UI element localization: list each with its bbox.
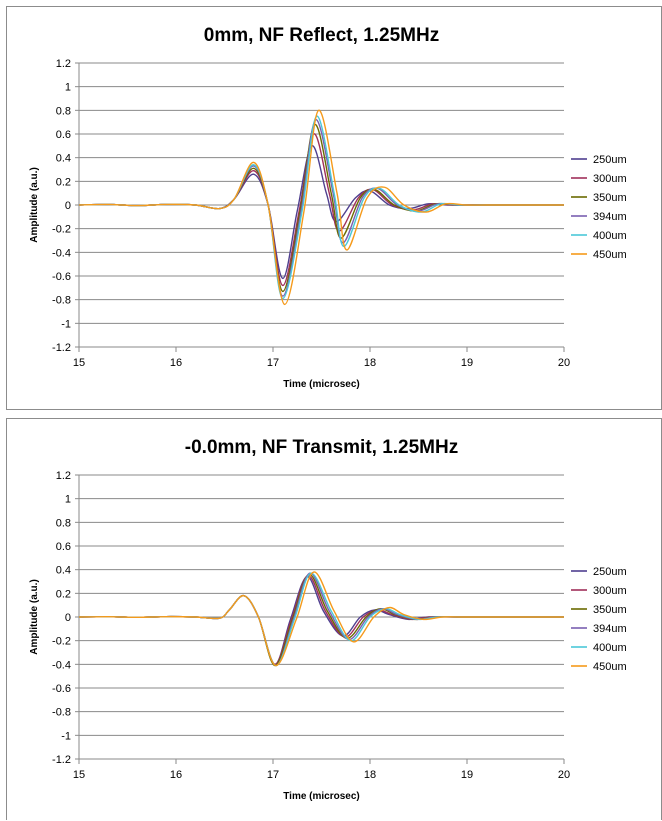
y-tick-label: -1.2 — [52, 754, 71, 766]
y-tick-label: 1.2 — [56, 470, 71, 482]
legend-label-250um: 250um — [593, 154, 627, 166]
x-tick-label: 19 — [461, 769, 473, 781]
series-line-394um — [78, 119, 564, 297]
chart-title: -0.0mm, NF Transmit, 1.25MHz — [185, 437, 458, 458]
legend-label-350um: 350um — [593, 604, 627, 616]
y-tick-label: -0.2 — [52, 636, 71, 648]
y-tick-label: -1 — [61, 730, 71, 742]
series-line-250um — [78, 145, 564, 280]
legend-label-250um: 250um — [593, 566, 627, 578]
y-tick-label: -0.4 — [52, 659, 71, 671]
chart-reflect: 0mm, NF Reflect, 1.25MHz 1.2 1 0.8 0.6 0.4 0.2… — [29, 25, 627, 390]
y-tick-label: 0.2 — [56, 588, 71, 600]
chart-title: 0mm, NF Reflect, 1.25MHz — [204, 25, 439, 46]
y-axis-title: Amplitude (a.u.) — [29, 167, 40, 243]
y-tick-label: -0.6 — [52, 683, 71, 695]
x-tick-label: 19 — [461, 357, 473, 369]
y-tick-label: 0 — [65, 612, 71, 624]
y-tick-label: 1.2 — [56, 58, 71, 70]
legend-label-400um: 400um — [593, 642, 627, 654]
x-tick-label: 16 — [170, 357, 182, 369]
y-tick-label: 0.8 — [56, 105, 71, 117]
chart-panel-reflect: 0mm, NF Reflect, 1.25MHz 1.2 1 0.8 0.6 0.4 0.2… — [6, 6, 662, 410]
y-tick-label: -0.8 — [52, 295, 71, 307]
y-tick-label: 0.4 — [56, 153, 71, 165]
x-tick-label: 18 — [364, 357, 376, 369]
y-tick-label: 0.8 — [56, 517, 71, 529]
x-tick-label: 15 — [73, 357, 85, 369]
x-axis-title: Time (microsec) — [283, 791, 360, 802]
y-tick-label: 0.6 — [56, 129, 71, 141]
legend-label-400um: 400um — [593, 230, 627, 242]
x-tick-label: 17 — [267, 357, 279, 369]
x-tick-label: 18 — [364, 769, 376, 781]
legend-label-394um: 394um — [593, 211, 627, 223]
legend-label-300um: 300um — [593, 173, 627, 185]
y-tick-label: -1.2 — [52, 342, 71, 354]
series-line-450um — [78, 109, 564, 306]
legend-label-350um: 350um — [593, 192, 627, 204]
y-tick-label: 0.4 — [56, 565, 71, 577]
series-line-450um — [78, 571, 564, 667]
x-axis-title: Time (microsec) — [283, 379, 360, 390]
y-tick-label: -1 — [61, 318, 71, 330]
series-line-350um — [78, 123, 564, 293]
y-tick-label: 0.6 — [56, 541, 71, 553]
x-tick-label: 15 — [73, 769, 85, 781]
x-tick-label: 20 — [558, 769, 570, 781]
x-tick-label: 16 — [170, 769, 182, 781]
y-axis-title: Amplitude (a.u.) — [29, 579, 40, 655]
x-tick-label: 20 — [558, 357, 570, 369]
x-tick-label: 17 — [267, 769, 279, 781]
y-tick-label: -0.2 — [52, 224, 71, 236]
chart-transmit: -0.0mm, NF Transmit, 1.25MHz 1.2 1 0.8 0.6 0.… — [29, 437, 627, 802]
series-line-394um — [78, 572, 564, 667]
legend-label-450um: 450um — [593, 249, 627, 261]
series-line-300um — [78, 133, 564, 287]
y-tick-label: -0.8 — [52, 707, 71, 719]
series-line-400um — [78, 572, 564, 667]
y-tick-label: 1 — [65, 494, 71, 506]
y-tick-label: -0.6 — [52, 271, 71, 283]
legend-label-394um: 394um — [593, 623, 627, 635]
y-tick-label: 0.2 — [56, 176, 71, 188]
y-tick-label: 1 — [65, 82, 71, 94]
legend-label-450um: 450um — [593, 661, 627, 673]
y-tick-label: -0.4 — [52, 247, 71, 259]
y-tick-label: 0 — [65, 200, 71, 212]
legend-label-300um: 300um — [593, 585, 627, 597]
chart-panel-transmit: -0.0mm, NF Transmit, 1.25MHz 1.2 1 0.8 0.6 0.… — [6, 418, 662, 820]
